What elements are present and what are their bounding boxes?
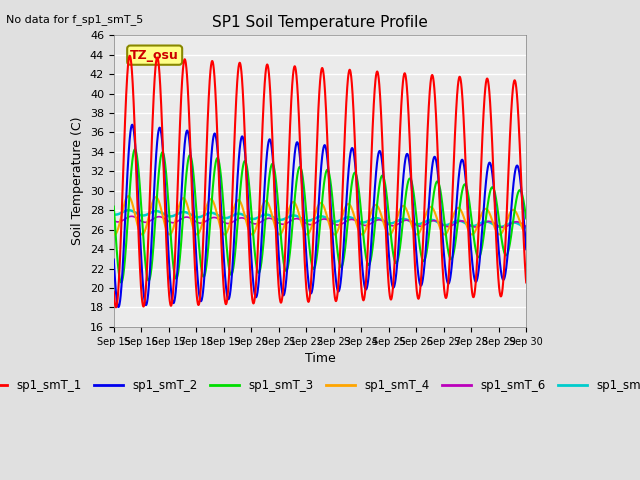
Y-axis label: Soil Temperature (C): Soil Temperature (C) <box>71 117 84 245</box>
Legend: sp1_smT_1, sp1_smT_2, sp1_smT_3, sp1_smT_4, sp1_smT_6, sp1_smT_7: sp1_smT_1, sp1_smT_2, sp1_smT_3, sp1_smT… <box>0 374 640 396</box>
X-axis label: Time: Time <box>305 352 335 365</box>
Text: No data for f_sp1_smT_5: No data for f_sp1_smT_5 <box>6 14 143 25</box>
Text: TZ_osu: TZ_osu <box>131 48 179 61</box>
Title: SP1 Soil Temperature Profile: SP1 Soil Temperature Profile <box>212 15 428 30</box>
